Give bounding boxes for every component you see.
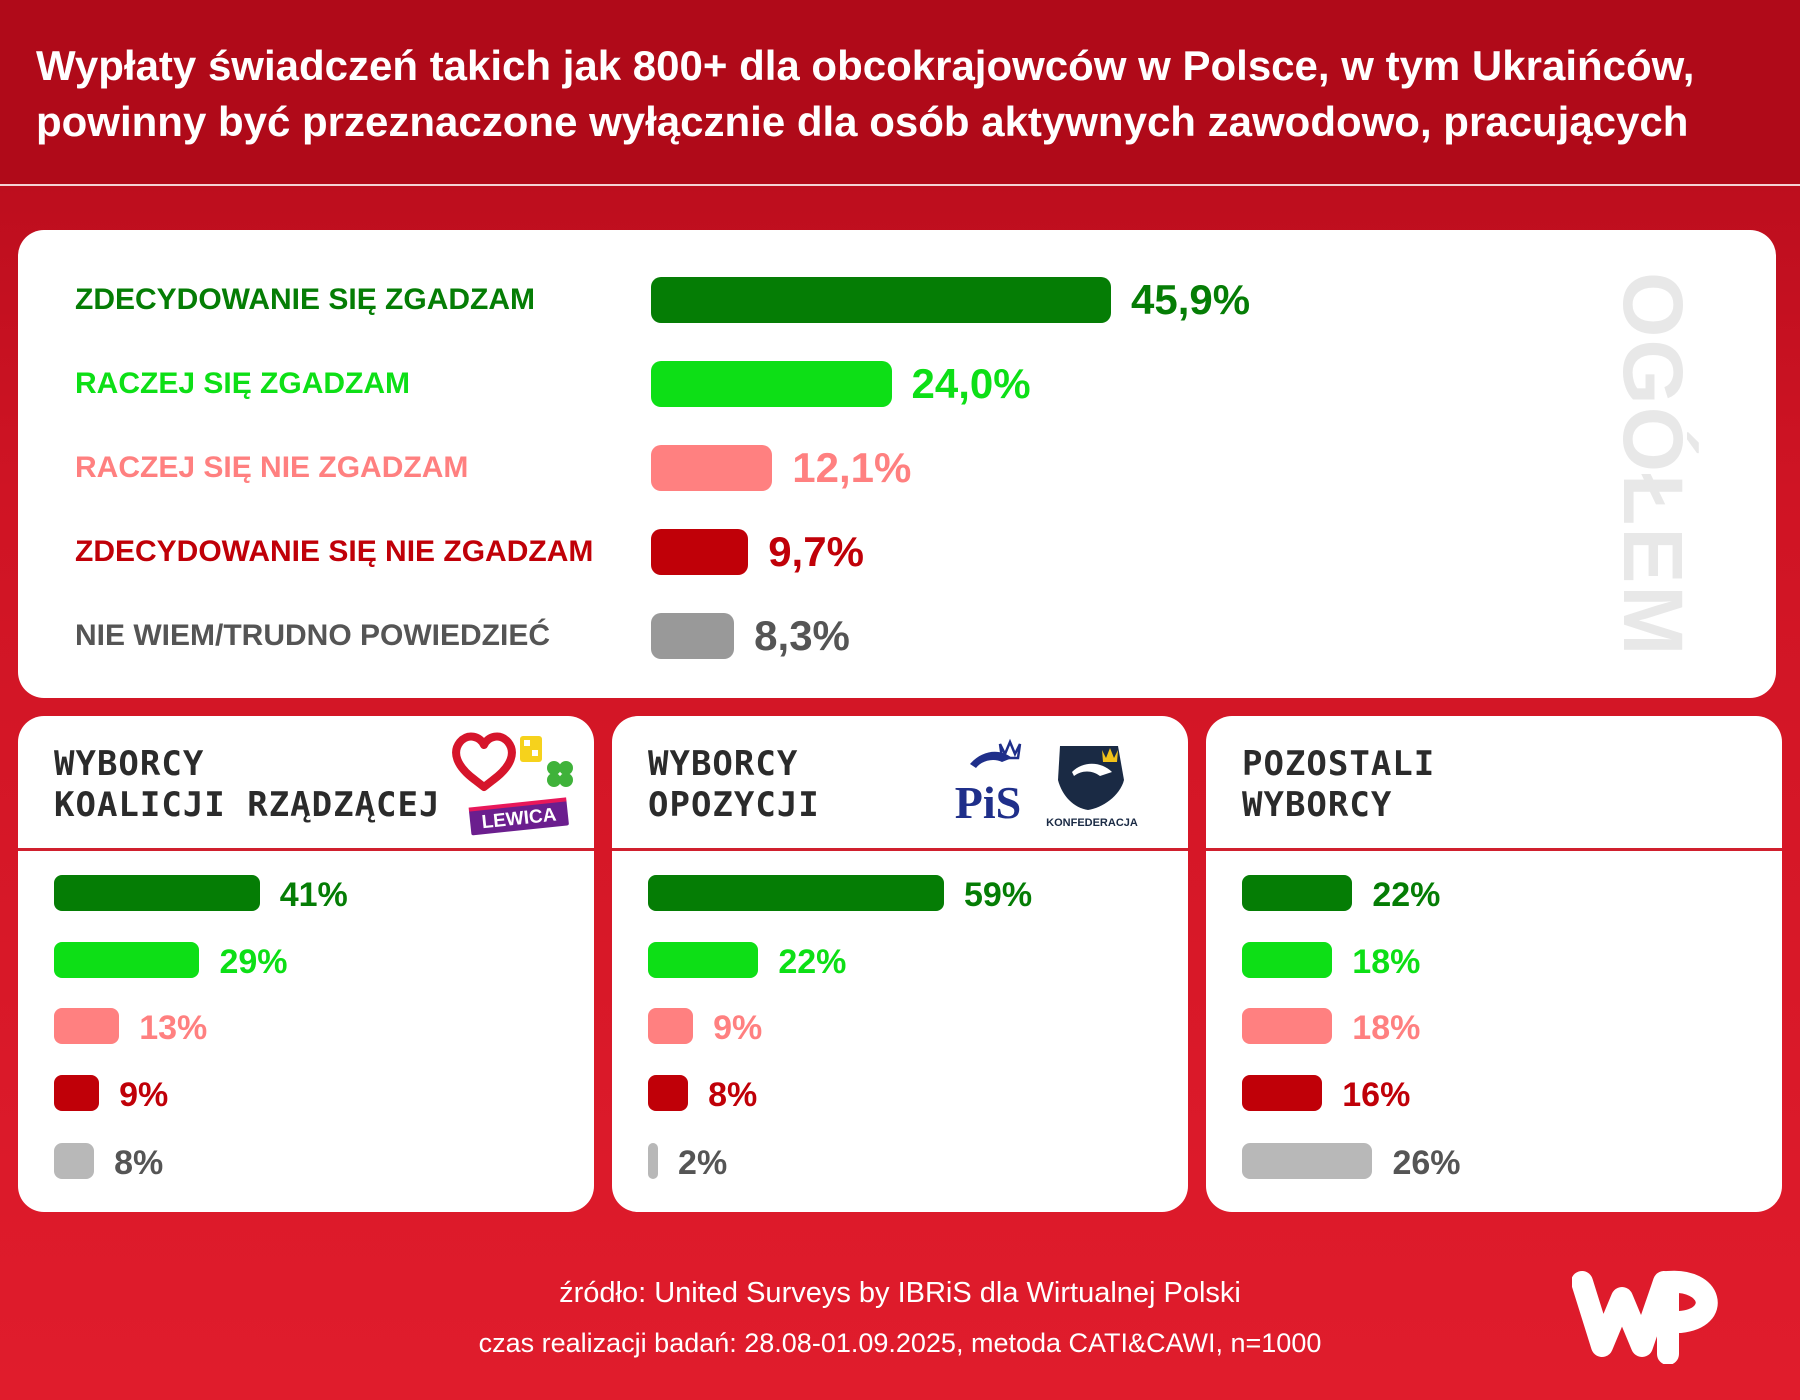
coalition-party-logos: LEWICA xyxy=(452,732,573,836)
konfederacja-logo-text: KONFEDERACJA xyxy=(1046,817,1138,829)
answer-label-rather-disagree: RACZEJ SIĘ NIE ZGADZAM xyxy=(75,451,469,484)
yellow-logo-icon xyxy=(520,736,542,762)
overall-bar-rather-agree xyxy=(651,361,892,407)
segment-value-rather-agree: 18% xyxy=(1352,943,1421,981)
opposition-voters-card: WYBORCY OPOZYCJI PiS KONFEDERACJA 59% 22%… xyxy=(612,716,1188,1212)
source-note: źródło: United Surveys by IBRiS dla Wirt… xyxy=(559,1277,1241,1309)
answer-label-rather-agree: RACZEJ SIĘ ZGADZAM xyxy=(75,367,411,400)
segment-title-line-2: OPOZYCJI xyxy=(648,785,820,825)
gold-crown-icon xyxy=(1102,748,1118,762)
segment-title-line-2: KOALICJI RZĄDZĄCEJ xyxy=(54,785,441,825)
segment-bar-dont-know xyxy=(1242,1143,1373,1179)
segment-bar-strongly-agree xyxy=(648,875,944,911)
page-title: Wypłaty świadczeń takich jak 800+ dla ob… xyxy=(36,38,1776,150)
segment-value-rather-disagree: 9% xyxy=(713,1009,763,1047)
overall-bar-strongly-agree xyxy=(651,277,1111,323)
segment-value-dont-know: 8% xyxy=(114,1144,164,1182)
other-voters-card: POZOSTALI WYBORCY 22% 18% 18% 16% 26% xyxy=(1206,716,1782,1212)
segment-value-rather-agree: 22% xyxy=(778,943,847,981)
title-line-1: Wypłaty świadczeń takich jak 800+ dla ob… xyxy=(36,42,1695,89)
segment-value-rather-disagree: 13% xyxy=(139,1009,208,1047)
segment-bar-strongly-disagree xyxy=(648,1075,689,1111)
overall-bar-dont-know xyxy=(651,613,735,659)
segment-title-line-2: WYBORCY xyxy=(1242,785,1393,825)
konfederacja-eagle-icon xyxy=(1058,746,1124,810)
overall-value-dont-know: 8,3% xyxy=(754,612,850,659)
segment-title: WYBORCY OPOZYCJI xyxy=(648,744,1028,826)
lewica-logo: LEWICA xyxy=(468,797,569,836)
segment-value-dont-know: 26% xyxy=(1392,1144,1461,1182)
segment-title-line-1: WYBORCY xyxy=(648,744,799,784)
segment-value-dont-know: 2% xyxy=(678,1144,728,1182)
segment-header: WYBORCY KOALICJI RZĄDZĄCEJ LEWICA xyxy=(18,716,594,851)
segment-bar-rather-agree xyxy=(1242,942,1333,978)
segment-bar-dont-know xyxy=(648,1143,659,1179)
segment-bar-strongly-disagree xyxy=(1242,1075,1323,1111)
yellow-logo-detail xyxy=(532,750,538,756)
segment-value-rather-agree: 29% xyxy=(219,943,288,981)
segment-value-strongly-agree: 22% xyxy=(1372,876,1441,914)
overall-value-rather-disagree: 12,1% xyxy=(792,444,912,491)
segment-bar-rather-agree xyxy=(648,942,759,978)
wp-logo-icon xyxy=(1572,1270,1718,1364)
segment-title-line-1: POZOSTALI xyxy=(1242,744,1436,784)
segment-bar-rather-disagree xyxy=(54,1008,120,1044)
segment-header: POZOSTALI WYBORCY xyxy=(1206,716,1782,851)
segment-bar-rather-disagree xyxy=(1242,1008,1333,1044)
heart-logo-icon xyxy=(452,732,516,791)
crown-icon xyxy=(998,738,1022,760)
methodology-note: czas realizacji badań: 28.08-01.09.2025,… xyxy=(478,1328,1322,1358)
konfederacja-logo: KONFEDERACJA xyxy=(1046,746,1138,829)
opposition-party-logos: PiS KONFEDERACJA xyxy=(955,738,1138,829)
segment-bar-strongly-agree xyxy=(54,875,260,911)
segment-title: WYBORCY KOALICJI RZĄDZĄCEJ xyxy=(54,744,441,826)
segment-title: POZOSTALI WYBORCY xyxy=(1242,744,1622,826)
segment-bar-rather-disagree xyxy=(648,1008,694,1044)
answer-label-dont-know: NIE WIEM/TRUDNO POWIEDZIEĆ xyxy=(75,619,550,652)
overall-results-card: OGÓŁEM ZDECYDOWANIE SIĘ ZGADZAM 45,9% RACZ… xyxy=(18,230,1776,698)
overall-value-rather-agree: 24,0% xyxy=(911,360,1031,407)
segment-bar-strongly-disagree xyxy=(54,1075,100,1111)
header-band: Wypłaty świadczeń takich jak 800+ dla ob… xyxy=(0,0,1800,186)
segment-value-strongly-agree: 59% xyxy=(964,876,1033,914)
segment-value-rather-disagree: 18% xyxy=(1352,1009,1421,1047)
overall-value-strongly-agree: 45,9% xyxy=(1131,276,1251,323)
answer-label-strongly-agree: ZDECYDOWANIE SIĘ ZGADZAM xyxy=(75,283,536,316)
coalition-voters-card: WYBORCY KOALICJI RZĄDZĄCEJ LEWICA xyxy=(18,716,594,1212)
overall-value-strongly-disagree: 9,7% xyxy=(768,528,864,575)
segment-title-line-1: WYBORCY xyxy=(54,744,205,784)
segment-header: WYBORCY OPOZYCJI PiS KONFEDERACJA xyxy=(612,716,1188,851)
overall-bar-strongly-disagree xyxy=(651,529,749,575)
pis-logo: PiS xyxy=(955,738,1022,828)
eagle-wing-shape xyxy=(1072,763,1112,776)
segment-bar-dont-know xyxy=(54,1143,95,1179)
segment-value-strongly-disagree: 9% xyxy=(119,1076,169,1114)
pis-logo-text: PiS xyxy=(955,777,1021,828)
answer-label-strongly-disagree: ZDECYDOWANIE SIĘ NIE ZGADZAM xyxy=(75,535,594,568)
segment-value-strongly-disagree: 8% xyxy=(708,1076,758,1114)
title-line-2: powinny być przeznaczone wyłącznie dla o… xyxy=(36,98,1689,145)
segment-bar-strongly-agree xyxy=(1242,875,1353,911)
segment-value-strongly-agree: 41% xyxy=(279,876,348,914)
yellow-logo-detail xyxy=(524,740,530,746)
overall-bar-rather-disagree xyxy=(651,445,773,491)
overall-panel-label: OGÓŁEM xyxy=(1606,272,1700,658)
clover-logo-icon xyxy=(547,761,573,787)
segment-bar-rather-agree xyxy=(54,942,200,978)
segment-value-strongly-disagree: 16% xyxy=(1342,1076,1411,1114)
